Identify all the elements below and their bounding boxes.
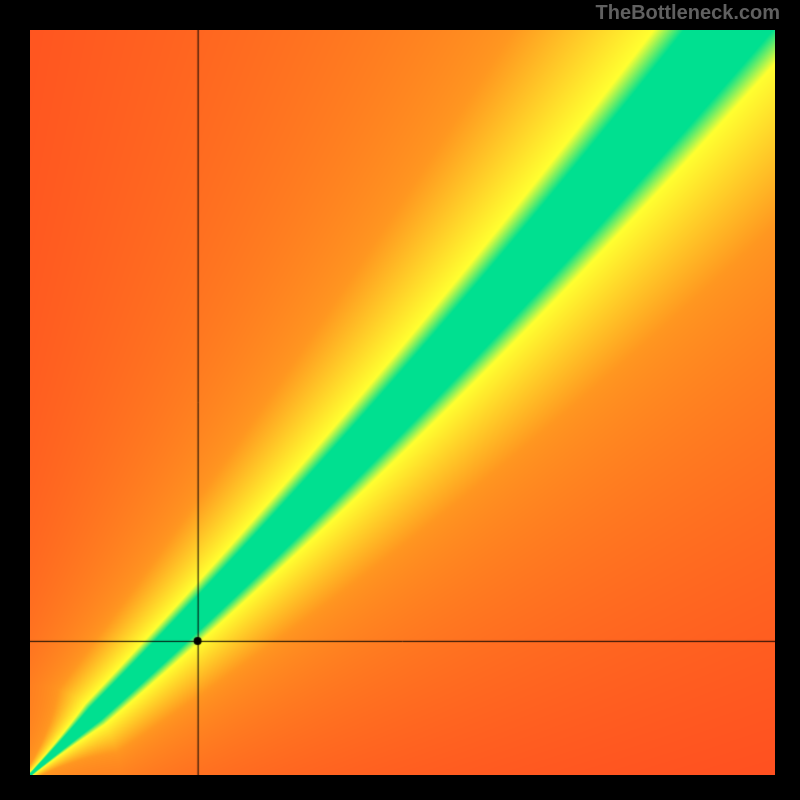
watermark-text: TheBottleneck.com	[596, 2, 780, 25]
chart-container: TheBottleneck.com	[0, 0, 800, 800]
plot-area	[30, 30, 775, 775]
heatmap-canvas	[30, 30, 775, 775]
